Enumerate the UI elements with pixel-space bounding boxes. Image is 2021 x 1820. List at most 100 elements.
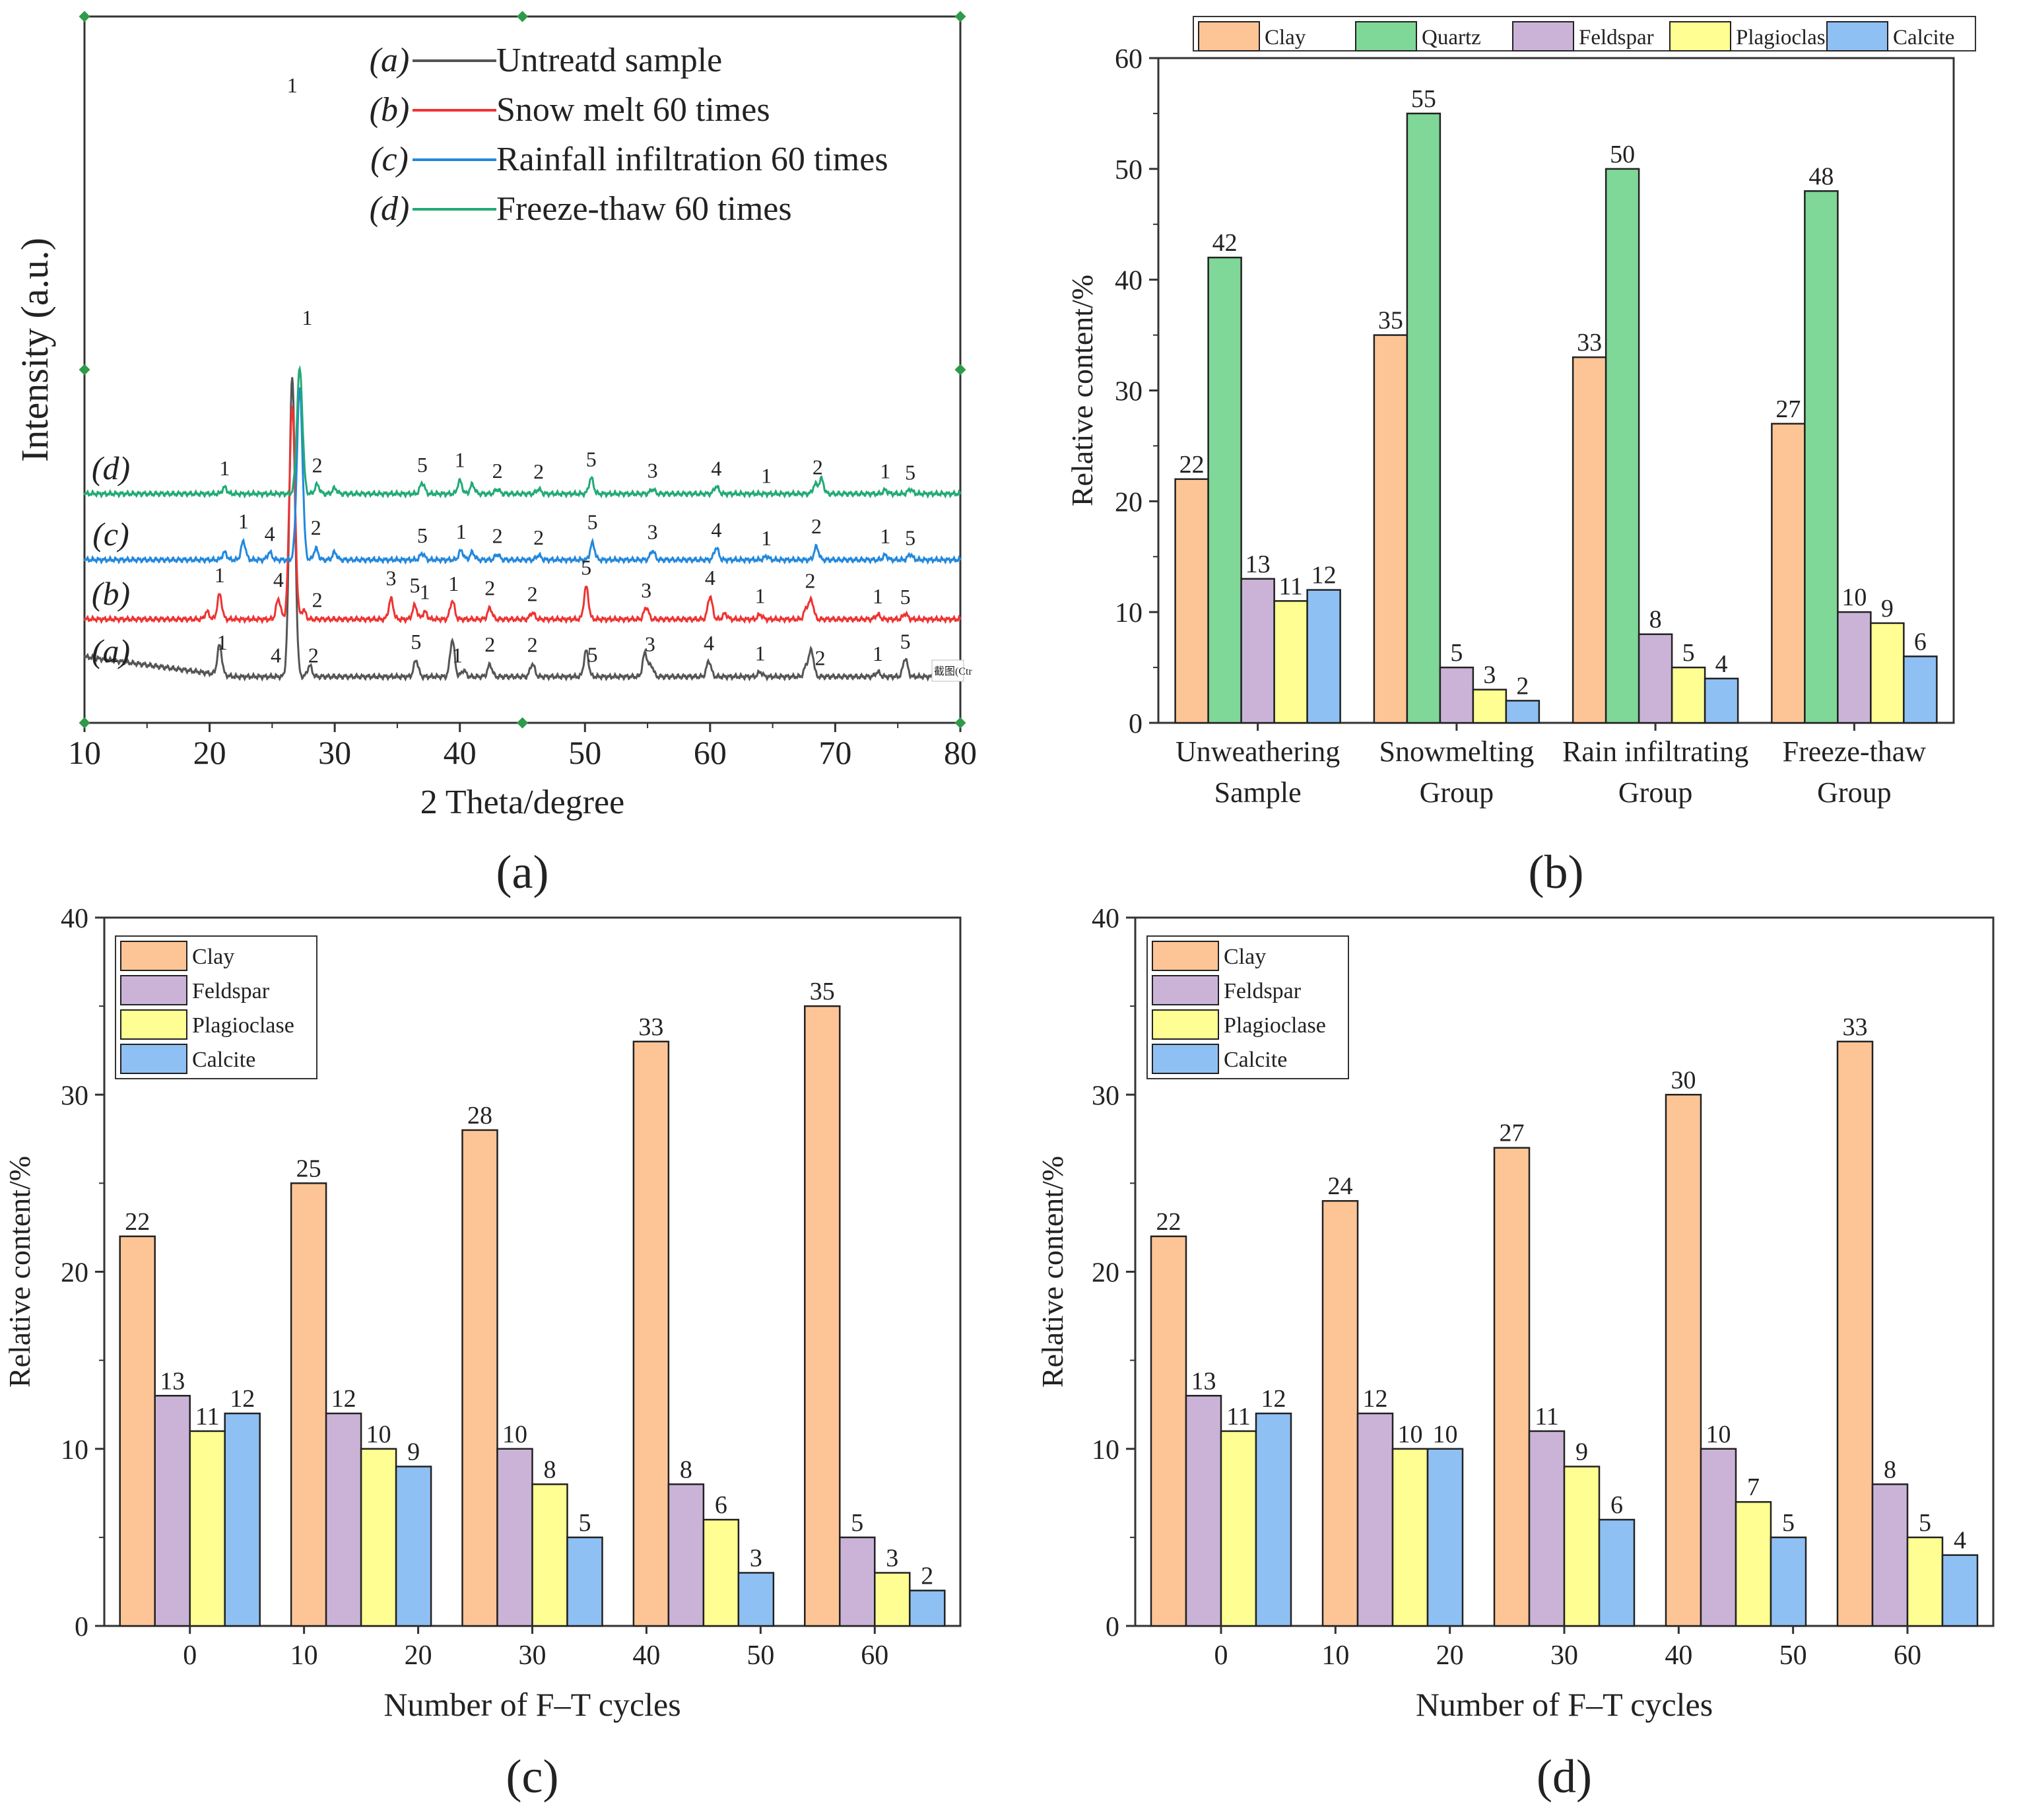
bar-value-label: 11 [1535,1403,1559,1431]
y-tick-label: 30 [1092,1081,1119,1111]
bar-calcite [224,1412,261,1627]
peak-label: 1 [761,526,772,550]
peak-label: 1 [880,524,890,548]
x-tick-label: 60 [861,1640,888,1671]
peak-label: 2 [312,454,323,477]
y-tick-label: 40 [1115,266,1143,296]
bar-feldspar [1638,633,1673,724]
bar-calcite [1903,656,1938,724]
x-tick-label: 30 [519,1640,547,1671]
bar-plagioclase [1870,622,1905,724]
bar-value-label: 12 [331,1385,356,1413]
bar-plagioclase [702,1518,740,1627]
bar-clay [461,1129,498,1627]
x-tick-label: 60 [694,734,727,771]
bar-calcite [395,1466,432,1627]
bar-value-label: 8 [1884,1456,1896,1483]
legend-label-plagioclase: Plagioclase [1736,26,1835,50]
bar-value-label: 28 [467,1102,492,1129]
legend-label-feldspar: Feldspar [1579,26,1654,50]
peak-label: 3 [645,632,655,656]
legend-swatch-feldspar [1152,975,1219,1005]
x-axis-title: Number of F–T cycles [383,1686,680,1723]
y-axis-title: Relative content/% [1036,1156,1069,1388]
x-tick-label: 10 [290,1640,318,1671]
bar-feldspar [496,1448,533,1627]
peak-label: 4 [265,522,275,545]
frame-handle [954,364,966,376]
peak-label: 5 [900,629,911,653]
bar-value-label: 6 [1610,1491,1623,1519]
peak-label: 2 [484,632,495,656]
y-tick-label: 40 [61,904,88,934]
legend-mark-b: (b) [370,91,410,129]
legend-label-c: Rainfall infiltration 60 times [496,141,888,178]
frame-handle [517,717,528,729]
bar-value-label: 12 [1261,1385,1286,1413]
bar-value-label: 5 [579,1509,591,1537]
y-tick-label: 30 [1115,377,1143,407]
peak-label: 2 [812,455,823,479]
y-axis-title: Relative content/% [3,1156,36,1388]
x-category-label: Rain infiltrating [1562,735,1748,768]
xrd-curve-d [83,364,962,499]
xrd-chart: 10 20 30 40 50 60 70 80 2 Theta/degree Intensity … [13,11,977,898]
bar-value-label: 30 [1671,1066,1696,1094]
peak-label: 5 [900,585,911,609]
peak-label: 1 [873,642,883,665]
peak-label: 1 [420,580,430,603]
peak-label: 5 [587,510,598,533]
xrd-curve-a [83,377,962,682]
x-axis-title: Number of F–T cycles [1416,1686,1713,1723]
peak-label: 2 [311,516,321,539]
peak-label: 3 [641,578,651,602]
x-tick-label: 50 [746,1640,774,1671]
bar-value-label: 10 [1706,1421,1731,1448]
bar-value-label: 2 [921,1562,933,1590]
peak-label: 1 [219,456,230,480]
y-tick-label: 40 [1092,904,1119,934]
bar-plagioclase [531,1483,568,1627]
bar-value-label: 10 [1841,584,1867,611]
peak-label: 2 [527,633,538,657]
y-tick-label: 20 [61,1258,88,1289]
frame-handle [79,11,90,22]
bar-value-label: 12 [1311,562,1337,590]
bar-value-label: 13 [1245,551,1271,578]
peak-label: 2 [805,569,816,593]
x-axis-title: 2 Theta/degree [420,784,624,821]
x-category-label: Sample [1214,776,1302,809]
bar-value-label: 42 [1212,229,1238,257]
x-tick-label: 0 [1214,1640,1228,1671]
frame-handle [517,11,528,22]
bar-calcite [1505,700,1541,724]
bar-value-label: 6 [715,1491,727,1519]
peak-label: 1 [215,563,225,587]
bar-value-label: 55 [1411,85,1436,113]
peak-label: 5 [581,556,591,580]
bar-value-label: 12 [230,1385,255,1413]
xrd-curve-c [83,387,962,565]
bar-value-label: 22 [1156,1208,1181,1236]
bar-plagioclase [1735,1500,1772,1627]
peak-label: 2 [312,588,323,612]
bar-clay [1493,1147,1531,1627]
bar-value-label: 35 [810,978,835,1005]
bar-feldspar [1528,1430,1566,1627]
y-tick-label: 10 [61,1435,88,1466]
legend-label-clay: Clay [192,945,234,969]
bar-clay [804,1005,841,1627]
legend-swatch-feldspar [1512,21,1574,51]
curve-label-a: (a) [92,632,130,669]
bar-plagioclase [1472,689,1507,724]
bar-value-label: 13 [160,1367,185,1395]
x-tick-label: 20 [405,1640,432,1671]
peak-label: 2 [815,646,826,670]
y-tick-label: 60 [1115,44,1143,75]
bar-value-label: 27 [1500,1120,1525,1147]
bar-calcite [1255,1412,1292,1627]
legend-mark-c: (c) [370,141,409,178]
peak-label: 2 [492,524,503,548]
frame-handle [79,364,90,376]
legend-swatch-clay [120,941,187,971]
